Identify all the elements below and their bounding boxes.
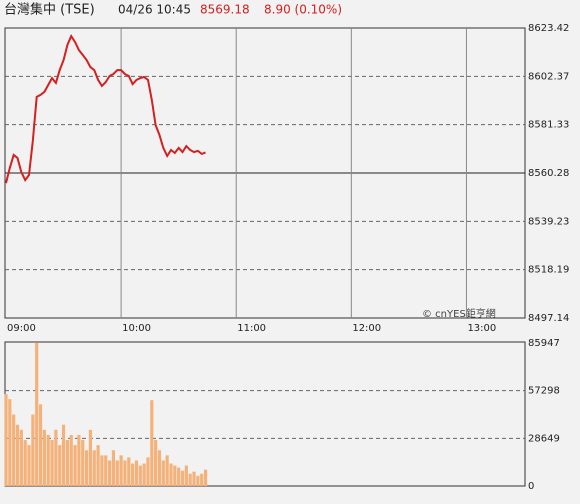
volume-bar: [54, 429, 58, 486]
volume-bar: [138, 465, 142, 486]
volume-bar: [88, 429, 93, 486]
volume-bar: [123, 460, 127, 486]
y-tick-label: 57298: [528, 386, 560, 397]
volume-bar: [203, 469, 208, 486]
volume-bar: [127, 457, 131, 486]
x-tick-label: 12:00: [352, 323, 381, 334]
volume-bar: [19, 429, 23, 486]
volume-bar: [146, 457, 150, 486]
volume-bar: [100, 455, 104, 486]
volume-bar: [173, 465, 177, 486]
volume-bar: [161, 460, 165, 486]
volume-bar: [23, 440, 27, 486]
volume-bar: [27, 445, 31, 486]
volume-bar: [200, 473, 204, 486]
volume-bar: [4, 394, 8, 486]
volume-bar: [61, 424, 66, 486]
watermark: © cnYES鉅亨網: [422, 307, 496, 320]
y-tick-label: 0: [528, 481, 534, 492]
y-tick-label: 8602.37: [528, 71, 569, 82]
volume-bar: [115, 460, 119, 486]
volume-bar: [92, 450, 96, 486]
volume-bar: [65, 440, 69, 486]
y-tick-label: 8581.33: [528, 120, 569, 131]
volume-bar: [73, 445, 77, 486]
quote-price: 8569.18: [200, 3, 250, 17]
volume-bar: [119, 455, 123, 486]
volume-bar: [12, 414, 16, 486]
volume-bar: [111, 450, 116, 486]
volume-bar: [196, 475, 200, 486]
volume-bar: [77, 434, 81, 486]
volume-bar: [81, 440, 85, 486]
volume-bar: [142, 463, 146, 486]
volume-bar: [157, 450, 162, 486]
volume-bar: [108, 460, 112, 486]
x-tick-label: 13:00: [467, 323, 496, 334]
quote-change: 8.90 (0.10%): [264, 3, 342, 17]
volume-bar: [131, 463, 135, 486]
volume-bar: [42, 429, 46, 486]
y-tick-label: 8539.23: [528, 216, 569, 227]
volume-bar: [50, 440, 54, 486]
volume-bar: [180, 470, 185, 486]
quote-time: 04/26 10:45: [118, 3, 191, 17]
volume-bar: [46, 434, 50, 486]
volume-bar: [31, 414, 35, 486]
y-tick-label: 85947: [528, 338, 560, 349]
volume-bar: [8, 399, 12, 486]
volume-bar: [169, 463, 173, 486]
volume-bar: [134, 460, 139, 486]
volume-bar: [192, 471, 196, 486]
x-tick-label: 09:00: [7, 323, 36, 334]
volume-bar: [150, 400, 154, 486]
volume-bar: [165, 455, 169, 486]
symbol-title: 台灣集中 (TSE): [4, 2, 95, 18]
y-tick-label: 8623.42: [528, 23, 569, 34]
volume-bar: [38, 404, 43, 486]
volume-bar: [58, 445, 62, 486]
volume-bar: [35, 343, 39, 486]
price-line: [5, 33, 206, 184]
y-tick-label: 28649: [528, 433, 560, 444]
volume-bar: [188, 473, 192, 486]
volume-bar: [154, 440, 158, 486]
volume-bar: [177, 467, 181, 486]
volume-bar: [184, 465, 188, 486]
volume-bar: [96, 445, 100, 486]
volume-bar: [69, 434, 73, 486]
x-tick-label: 10:00: [122, 323, 151, 334]
volume-bar: [104, 455, 108, 486]
y-tick-label: 8497.14: [528, 313, 569, 324]
y-tick-label: 8560.28: [528, 168, 569, 179]
volume-bar: [84, 450, 89, 486]
x-tick-label: 11:00: [237, 323, 266, 334]
y-tick-label: 8518.19: [528, 265, 569, 276]
volume-bar: [15, 424, 20, 486]
